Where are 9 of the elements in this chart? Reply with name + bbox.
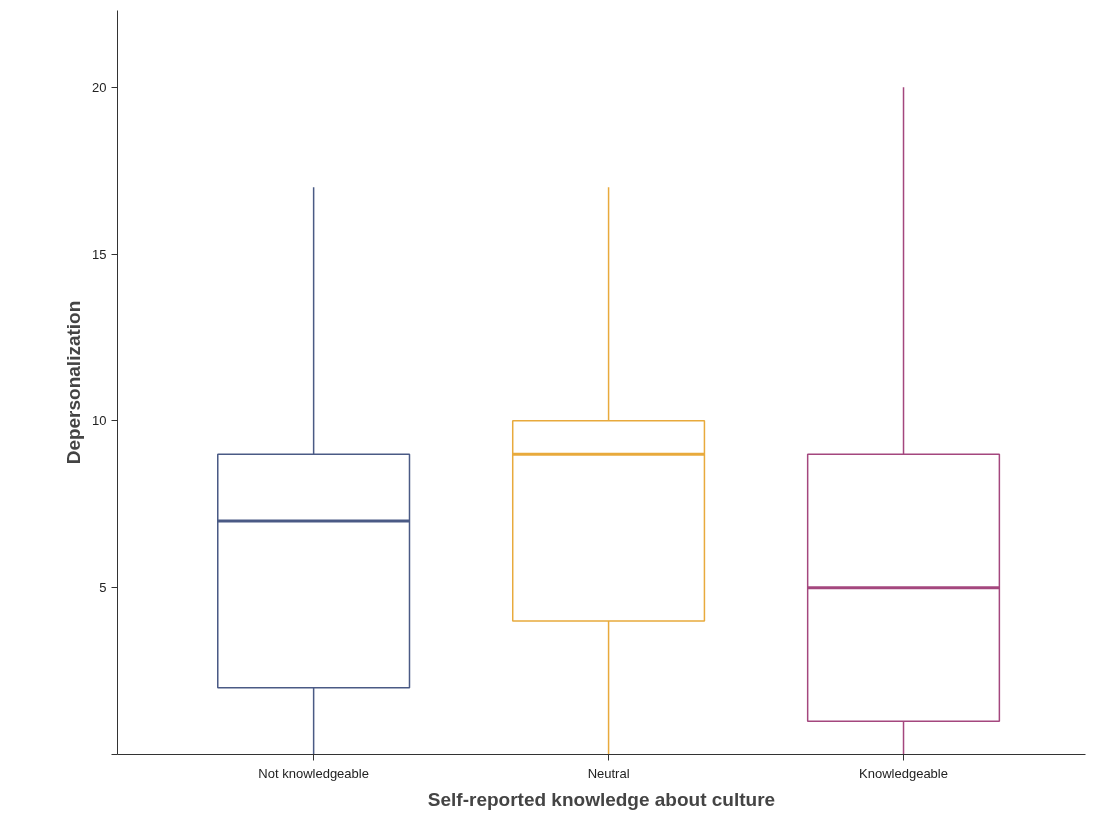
y-tick-label: 5 bbox=[99, 580, 107, 596]
y-tick-label: 10 bbox=[92, 413, 107, 429]
y-tick-label: 20 bbox=[92, 79, 107, 95]
x-tick-label: Neutral bbox=[587, 765, 630, 781]
x-tick-label: Knowledgeable bbox=[859, 765, 948, 781]
y-tick-label: 15 bbox=[92, 246, 107, 262]
x-axis-title: Self-reported knowledge about culture bbox=[427, 788, 776, 810]
y-axis-title: Depersonalization bbox=[63, 300, 85, 465]
x-tick-label: Not knowledgeable bbox=[258, 765, 369, 781]
